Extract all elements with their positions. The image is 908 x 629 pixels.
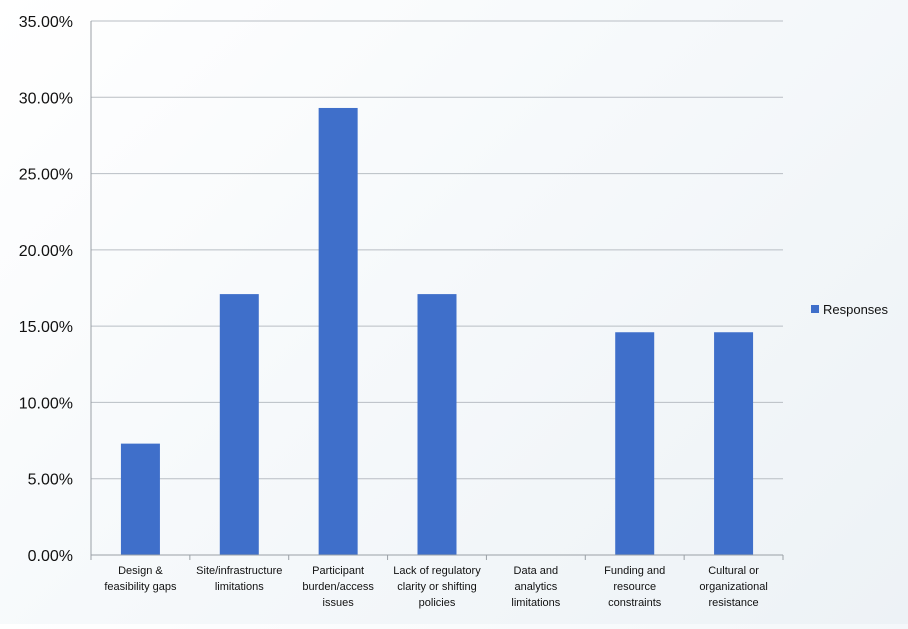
bars [120, 107, 754, 556]
bar [219, 294, 259, 555]
legend-label: Responses [823, 302, 889, 317]
x-tick-label: Lack of regulatory clarity or shifting pol… [393, 565, 481, 609]
x-tick-label: Design & feasibility gaps [104, 565, 177, 593]
y-tick-label: 20.00% [19, 243, 73, 260]
y-axis: 0.00% 5.00% 10.00% 15.00% 20.00% 25.00% 30.00%… [19, 14, 92, 565]
bar [417, 294, 457, 555]
x-tick-label: Participant burden/access issues [302, 565, 374, 609]
bar [120, 443, 160, 555]
y-tick-label: 15.00% [19, 319, 73, 336]
bar [318, 107, 358, 556]
legend-swatch [811, 305, 819, 313]
bar [714, 332, 754, 555]
x-tick-label: Data and analytics limitations [511, 565, 560, 609]
y-tick-label: 30.00% [19, 90, 73, 107]
y-tick-label: 5.00% [28, 472, 73, 489]
x-axis: Design & feasibility gaps Site/infrastruct… [90, 554, 784, 609]
y-tick-label: 35.00% [19, 14, 73, 31]
legend: Responses [811, 302, 889, 317]
bar [615, 332, 655, 555]
x-tick-label: Cultural or organizational resistance [699, 565, 768, 609]
y-tick-label: 25.00% [19, 167, 73, 184]
y-tick-label: 0.00% [28, 548, 73, 565]
y-tick-label: 10.00% [19, 395, 73, 412]
x-tick-label: Site/infrastructure limitations [196, 565, 282, 593]
x-tick-label: Funding and resource constraints [604, 565, 665, 609]
